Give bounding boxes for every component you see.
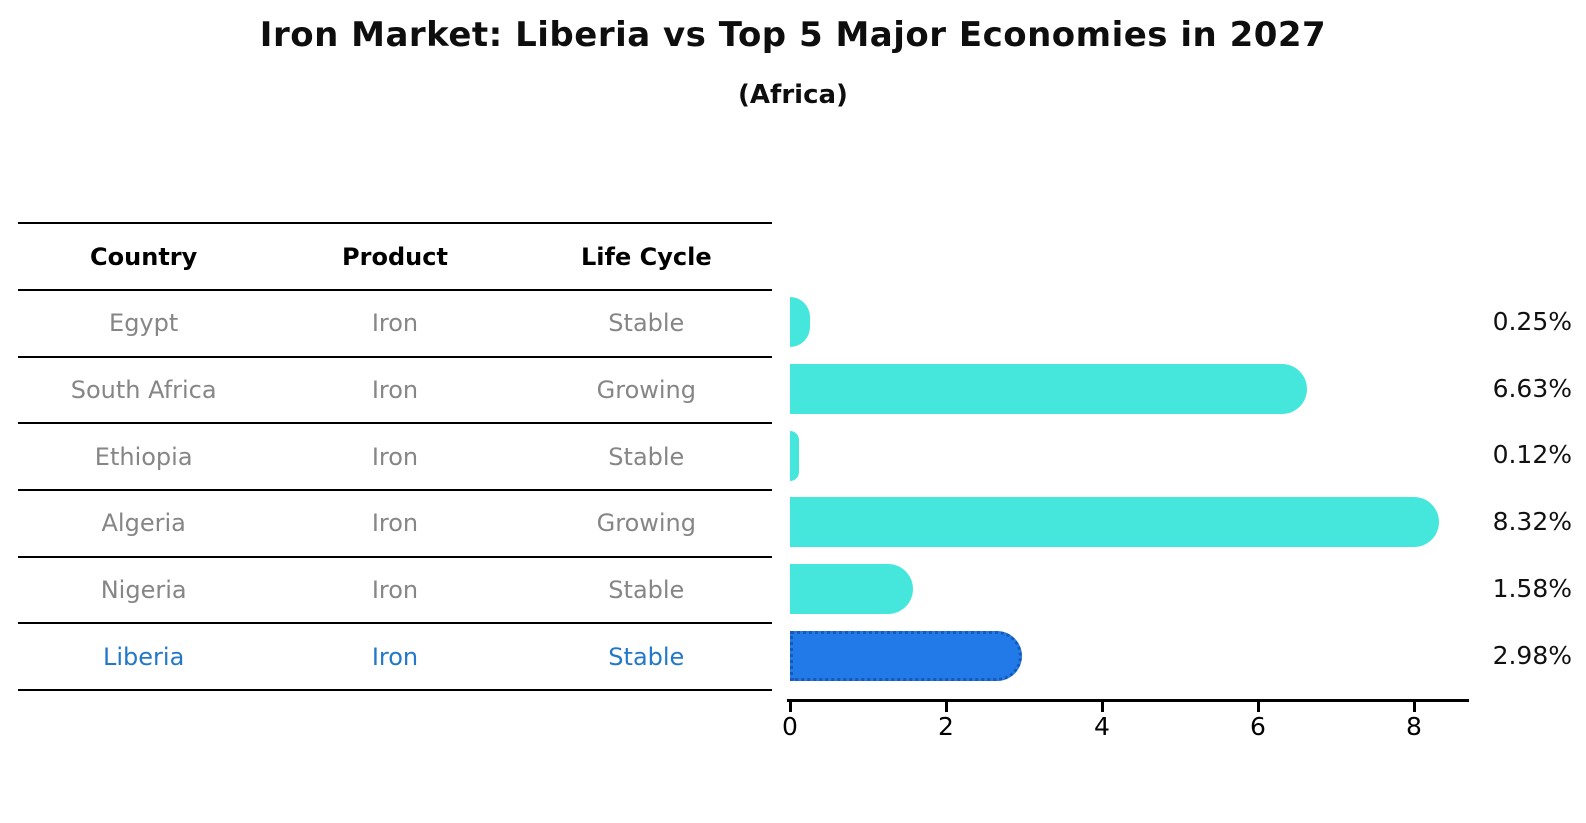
liberia-life-cycle-cell: Stable — [608, 642, 685, 671]
nigeria-country-cell: Nigeria — [100, 576, 187, 605]
egypt-product-cell: Iron — [371, 309, 419, 338]
x-tick-label-4: 4 — [1094, 712, 1110, 741]
nigeria-product-cell: Iron — [371, 576, 419, 605]
column-header-product: Product — [342, 242, 448, 271]
bar-ethiopia — [790, 430, 800, 481]
ethiopia-life-cycle-cell: Stable — [608, 442, 685, 471]
x-tick-mark-6 — [1256, 702, 1260, 712]
table-header-row: Country Product Life Cycle — [18, 224, 772, 291]
bar-south-africa — [790, 364, 1308, 415]
table-row-liberia: Liberia Iron Stable — [18, 624, 772, 692]
algeria-country-cell: Algeria — [101, 509, 186, 538]
value-label-liberia: 2.98% — [1492, 640, 1572, 670]
bar-egypt — [790, 297, 810, 348]
table-row-algeria: Algeria Iron Growing — [18, 491, 772, 558]
x-tick-mark-4 — [1100, 702, 1104, 712]
bar-algeria — [790, 497, 1439, 548]
algeria-product-cell: Iron — [371, 509, 419, 538]
table-row-south-africa: South Africa Iron Growing — [18, 358, 772, 425]
value-label-nigeria: 1.58% — [1492, 573, 1572, 603]
x-tick-label-6: 6 — [1250, 712, 1266, 741]
bar-liberia — [790, 630, 1023, 681]
chart-title: Iron Market: Liberia vs Top 5 Major Econ… — [259, 15, 1327, 55]
table-body: Egypt Iron Stable South Africa Iron Growing Et… — [18, 291, 772, 692]
egypt-country-cell: Egypt — [109, 309, 179, 338]
column-header-lifecycle: Life Cycle — [581, 242, 712, 271]
south-africa-life-cycle-cell: Growing — [596, 376, 696, 405]
column-header-country: Country — [90, 242, 198, 271]
bar-nigeria — [790, 564, 914, 615]
x-tick-label-2: 2 — [938, 712, 954, 741]
egypt-life-cycle-cell: Stable — [608, 309, 685, 338]
x-tick-mark-2 — [944, 702, 948, 712]
liberia-product-cell: Iron — [371, 642, 419, 671]
chart-subtitle: (Africa) — [738, 80, 848, 110]
south-africa-country-cell: South Africa — [70, 376, 217, 405]
summary-table: Country Product Life Cycle Egypt Iron Stab… — [18, 222, 772, 692]
x-tick-mark-0 — [788, 702, 792, 712]
table-row-egypt: Egypt Iron Stable — [18, 291, 772, 358]
value-label-south-africa: 6.63% — [1492, 373, 1572, 403]
table-row-nigeria: Nigeria Iron Stable — [18, 558, 772, 625]
table-row-ethiopia: Ethiopia Iron Stable — [18, 424, 772, 492]
nigeria-life-cycle-cell: Stable — [608, 576, 685, 605]
ethiopia-product-cell: Iron — [371, 442, 419, 471]
value-label-ethiopia: 0.12% — [1492, 440, 1572, 470]
x-tick-mark-8 — [1412, 702, 1416, 712]
algeria-life-cycle-cell: Growing — [596, 509, 696, 538]
x-tick-label-8: 8 — [1406, 712, 1422, 741]
south-africa-product-cell: Iron — [371, 376, 419, 405]
value-label-egypt: 0.25% — [1492, 307, 1572, 336]
ethiopia-country-cell: Ethiopia — [94, 442, 193, 471]
liberia-country-cell: Liberia — [103, 642, 185, 671]
value-label-algeria: 8.32% — [1492, 507, 1572, 537]
x-tick-label-0: 0 — [782, 712, 798, 741]
x-axis-line — [787, 699, 1469, 702]
